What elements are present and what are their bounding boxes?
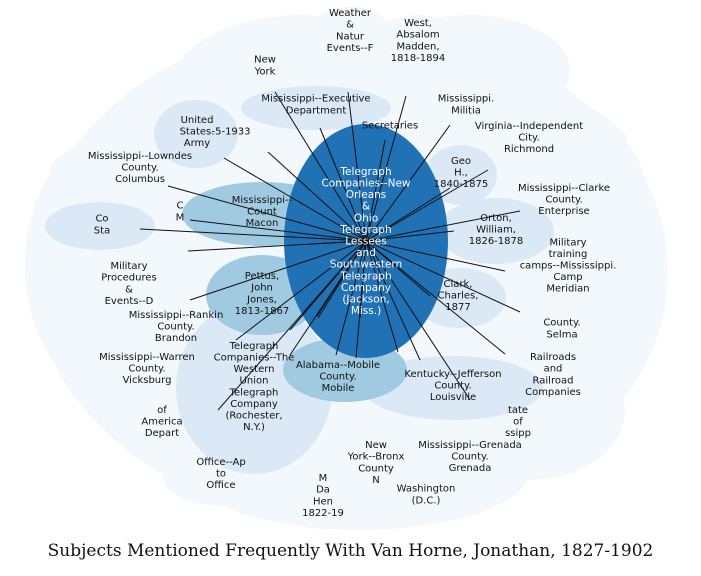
bubble-washington [368, 471, 484, 523]
edge-co-st [139, 228, 367, 242]
label-ms-clarke: Mississippi--Clarke County. Enterprise [518, 183, 610, 217]
edge-ky-louisville [365, 240, 399, 353]
label-military-procedures: Military Procedures & Events--D [101, 261, 156, 307]
label-ms-lowndes: Mississippi--Lowndes County. Columbus [88, 151, 192, 185]
label-ms-noxubee: Mississippi--Count Macon [232, 195, 293, 229]
bubble-co-st [45, 202, 155, 250]
edge-weather [347, 91, 367, 242]
subject-bubbles [45, 7, 634, 529]
label-orton: Orton, William, 1826-1878 [469, 213, 524, 247]
label-ms-rankin: Mississippi--Rankin County. Brandon [129, 310, 224, 344]
label-west: West, Absalom Madden, 1818-1894 [391, 18, 446, 64]
label-county-selma: County. Selma [543, 318, 580, 341]
connection-lines [139, 91, 521, 411]
label-state-of: tate of ssipp [505, 405, 531, 439]
label-america-dept: of America Depart [141, 405, 182, 439]
subject-labels: Weather & Natur Events--F West, Absalom Madden… [88, 8, 616, 519]
edge-washington [359, 240, 367, 319]
subject-network-diagram: Weather & Natur Events--F West, Absalom Madden… [25, 7, 668, 530]
edge-years-1933 [267, 151, 367, 242]
edge-ms-clarke [365, 210, 521, 242]
label-railroads: Railroads and Railroad Companies [525, 352, 581, 398]
edge-va-richmond [365, 169, 489, 242]
edge-ms-rankin [235, 240, 367, 341]
label-washington: Washington (D.C.) [397, 484, 456, 507]
edge-davis [335, 240, 367, 356]
edge-geo [365, 187, 451, 242]
label-al-mobile: Alabama--Mobile County. Mobile [296, 360, 380, 394]
edge-ms-militia [365, 124, 451, 242]
label-military-camps: Military training camps--Mississippi. Camp M… [520, 237, 617, 294]
edge-county-selma [365, 240, 521, 313]
label-usa: United States. Army [180, 115, 215, 149]
diagram-title: Subjects Mentioned Frequently With Van H… [47, 541, 654, 561]
edge-secretaries [365, 139, 386, 242]
label-office: Office--Ap to Office [196, 457, 245, 491]
bubble-new-york [230, 42, 300, 94]
bubble-davis [275, 465, 371, 529]
edge-ms-grenada [365, 240, 421, 361]
label-ky-louisville: Kentucky--Jefferson County. Louisville [404, 369, 501, 403]
edge-mil-frag [189, 219, 367, 242]
label-weather: Weather & Natur Events--F [327, 8, 374, 54]
edge-military-camps [365, 240, 506, 272]
label-ms-grenada: Mississippi--Grenada County. Grenada [418, 440, 522, 474]
edge-orton [365, 230, 455, 242]
label-ny-bronx: New York--Bronx County N [347, 440, 405, 486]
edge-usa [223, 157, 367, 242]
edge-west [365, 95, 407, 242]
bubble-western-union [176, 302, 332, 474]
hub-label: Telegraph Companies--New Orleans & Ohio Teleg… [321, 166, 410, 317]
label-davis: M Da Hen 1822-19 [302, 473, 344, 519]
edge-ms-lowndes [167, 185, 367, 242]
edge-pettus [187, 240, 367, 252]
label-clark: Clark, Charles, 1877 [438, 279, 479, 313]
bubble-geo [425, 145, 497, 205]
edge-office [289, 240, 367, 331]
bubble-orton [438, 198, 554, 264]
bubble-usa [154, 100, 238, 168]
bubble-west [366, 15, 470, 95]
edge-military-procedures [189, 240, 367, 301]
bubble-ky-louisville [363, 356, 543, 420]
label-new-york: New York [254, 55, 276, 78]
label-co-st: Co Sta [94, 214, 110, 237]
edge-railroads [365, 240, 506, 355]
label-western-union: Telegraph Companies--The Western Union Teleg… [214, 341, 295, 433]
label-pettus: Pettus, John Jones, 1813-1867 [235, 271, 290, 317]
label-ms-warren: Mississippi--Warren County. Vicksburg [99, 352, 195, 386]
edge-state-of [365, 240, 471, 401]
label-geo: Geo H., 1840-1875 [434, 156, 489, 190]
edge-ms-exec [319, 127, 367, 242]
edge-new-york [274, 91, 367, 242]
label-va-richmond: Virginia--Independent City. Richmond [475, 121, 583, 155]
label-ms-exec: Mississippi--Executive Department [261, 94, 370, 117]
label-secretaries: Secretaries [362, 121, 418, 132]
label-years-1933: -5-1933 [211, 127, 250, 138]
edge-western-union [316, 240, 367, 317]
label-ms-militia: Mississippi. Militia [438, 94, 494, 117]
